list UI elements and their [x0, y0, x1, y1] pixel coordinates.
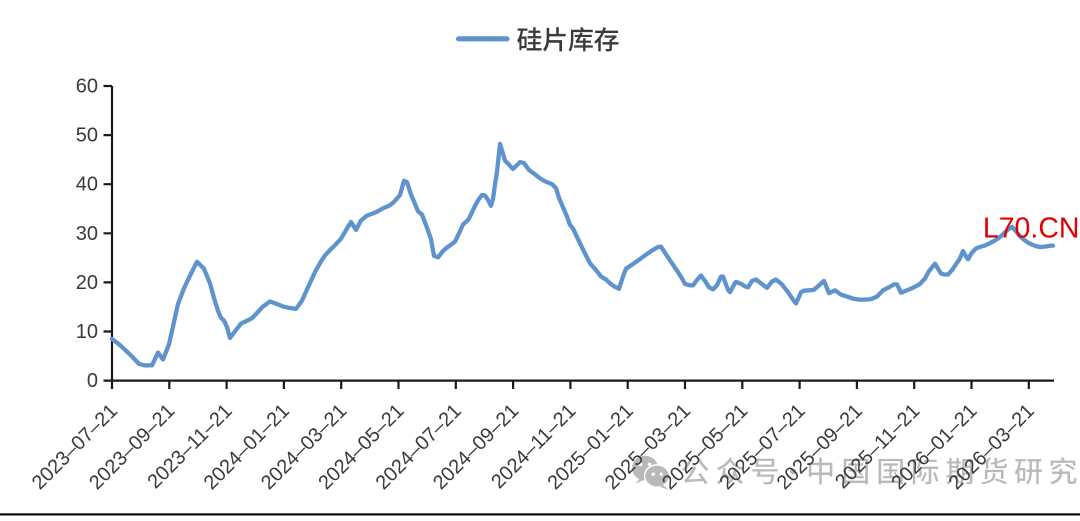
- svg-text:50: 50: [76, 125, 98, 147]
- svg-text:20: 20: [76, 272, 98, 294]
- svg-text:L70.CN: L70.CN: [983, 213, 1080, 245]
- svg-text:30: 30: [76, 223, 98, 245]
- svg-text:10: 10: [76, 321, 98, 343]
- svg-text:60: 60: [76, 76, 98, 98]
- svg-text:40: 40: [76, 174, 98, 196]
- svg-text:0: 0: [87, 370, 98, 392]
